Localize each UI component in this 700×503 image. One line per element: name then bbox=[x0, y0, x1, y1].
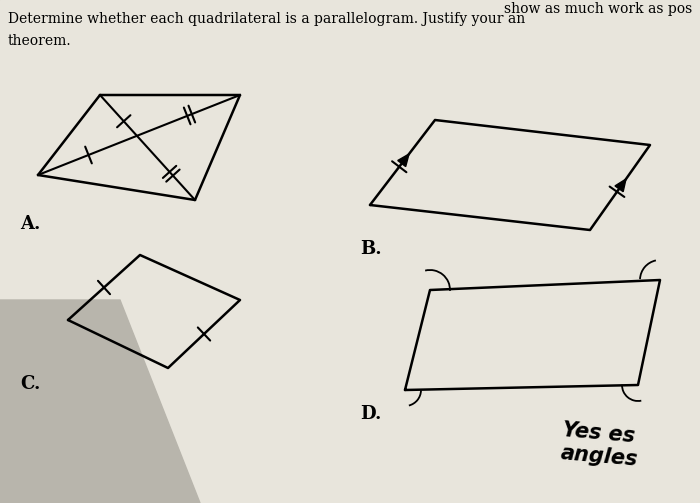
Polygon shape bbox=[0, 300, 200, 503]
Text: show as much work as pos: show as much work as pos bbox=[504, 2, 692, 16]
Text: A.: A. bbox=[20, 215, 41, 233]
Text: theorem.: theorem. bbox=[8, 34, 71, 48]
Polygon shape bbox=[398, 154, 409, 166]
Text: C.: C. bbox=[20, 375, 41, 393]
Text: B.: B. bbox=[360, 240, 382, 258]
Text: D.: D. bbox=[360, 405, 382, 423]
Text: Yes es
angles: Yes es angles bbox=[560, 420, 641, 470]
Text: Determine whether each quadrilateral is a parallelogram. Justify your an: Determine whether each quadrilateral is … bbox=[8, 12, 525, 26]
Polygon shape bbox=[615, 179, 626, 192]
